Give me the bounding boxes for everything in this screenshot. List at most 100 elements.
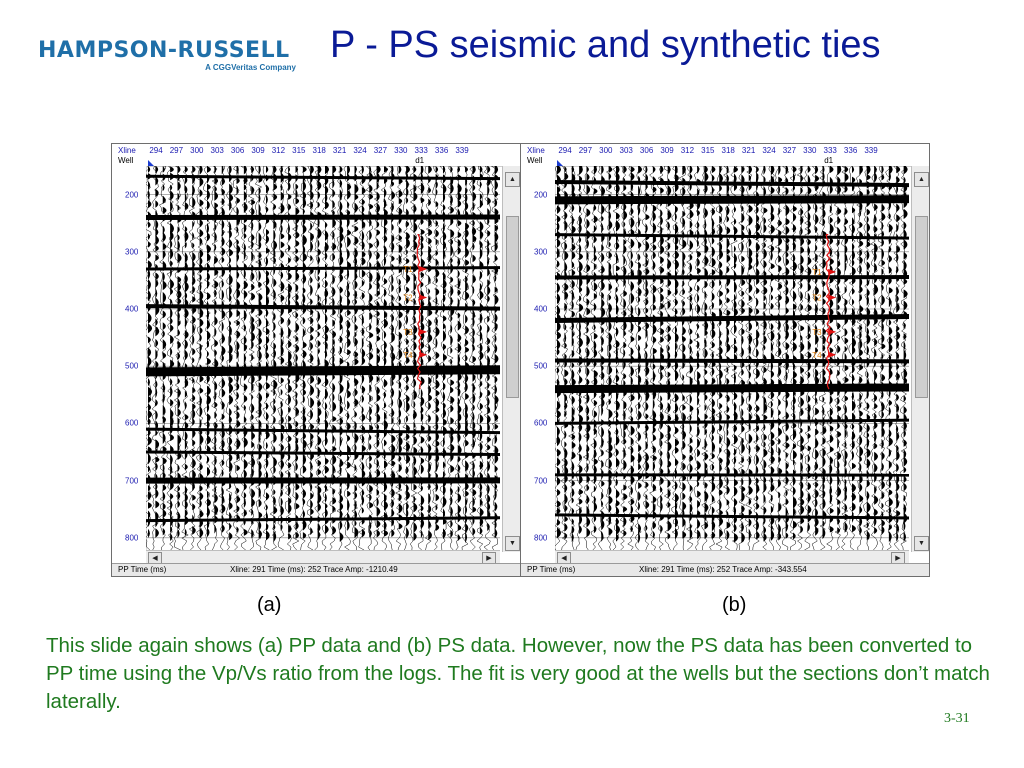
- trace-peak: [251, 251, 254, 262]
- trace-peak: [667, 488, 671, 499]
- trace-peak: [881, 238, 884, 247]
- trace-peak: [682, 280, 685, 287]
- trace-peak: [557, 339, 561, 351]
- trace-peak: [391, 460, 396, 467]
- trace-peak: [317, 339, 321, 348]
- trace-peak: [487, 483, 490, 495]
- trace-peak: [302, 327, 306, 338]
- trace-peak: [623, 277, 626, 287]
- trace-peak: [785, 295, 790, 305]
- trace-peak: [866, 222, 871, 233]
- trace-peak: [866, 521, 869, 529]
- scroll-right-icon[interactable]: ▶: [891, 552, 905, 565]
- trace-peak: [207, 339, 210, 348]
- trace-peak: [593, 281, 598, 292]
- trace-peak: [420, 228, 425, 236]
- trace-peak: [148, 312, 152, 325]
- trace-peak: [564, 332, 567, 344]
- trace-peak: [770, 329, 775, 342]
- trace-peak: [266, 308, 269, 318]
- trace-peak: [413, 314, 416, 325]
- trace-peak: [638, 431, 642, 442]
- trace-peak: [748, 444, 751, 455]
- trace-peak: [384, 481, 388, 493]
- trace-peak: [881, 389, 884, 400]
- trace-peak: [148, 289, 151, 302]
- trace-peak: [734, 447, 737, 456]
- trace-peak: [376, 353, 381, 365]
- trace-peak: [221, 494, 225, 505]
- trace-peak: [741, 264, 745, 276]
- xline-tick-label: 309: [251, 146, 265, 155]
- trace-peak: [177, 234, 180, 242]
- trace-peak: [711, 237, 715, 245]
- trace-peak: [494, 375, 498, 384]
- trace-peak: [361, 251, 366, 258]
- trace-peak: [295, 502, 300, 510]
- trace-peak: [273, 495, 276, 507]
- trace-peak: [564, 282, 569, 292]
- trace-peak: [229, 382, 234, 394]
- trace-peak: [465, 481, 469, 491]
- trace-peak: [726, 226, 731, 235]
- trace-peak: [734, 478, 738, 487]
- vertical-scrollbar[interactable]: ▲ ▼: [502, 166, 520, 552]
- trace-peak: [785, 251, 789, 259]
- trace-peak: [579, 443, 582, 453]
- trace-peak: [398, 189, 403, 198]
- trace-peak: [148, 189, 150, 200]
- trace-peak: [896, 245, 901, 254]
- trace-peak: [638, 523, 642, 534]
- trace-peak: [192, 268, 195, 279]
- trace-peak: [258, 349, 262, 362]
- trace-peak: [420, 240, 424, 252]
- trace-peak: [697, 209, 700, 217]
- trace-peak: [398, 254, 402, 265]
- trace-peak: [465, 237, 469, 249]
- trace-peak: [623, 254, 626, 266]
- trace-peak: [376, 166, 381, 175]
- scroll-thumb[interactable]: [506, 216, 519, 398]
- trace-peak: [616, 252, 619, 265]
- trace-peak: [689, 301, 693, 313]
- trace-peak: [192, 276, 196, 286]
- trace-peak: [406, 453, 411, 465]
- trace-peak: [630, 437, 634, 446]
- trace-peak: [571, 235, 574, 245]
- scroll-up-icon[interactable]: ▲: [914, 172, 929, 187]
- trace-peak: [251, 185, 255, 195]
- trace-peak: [682, 482, 686, 492]
- horizontal-scrollbar[interactable]: ◀ ▶: [555, 550, 909, 565]
- trace-peak: [711, 407, 716, 416]
- trace-peak: [413, 400, 416, 409]
- trace-peak: [778, 438, 781, 445]
- trace-peak: [184, 291, 188, 301]
- trace-peak: [295, 397, 298, 407]
- vertical-scrollbar[interactable]: ▲ ▼: [911, 166, 929, 552]
- trace-peak: [630, 376, 633, 386]
- trace-peak: [310, 409, 314, 421]
- scroll-up-icon[interactable]: ▲: [505, 172, 520, 187]
- trace-peak: [593, 458, 598, 466]
- trace-peak: [608, 172, 612, 180]
- trace-peak: [192, 251, 196, 262]
- trace-peak: [184, 499, 188, 510]
- trace-peak: [778, 531, 782, 541]
- scroll-down-icon[interactable]: ▼: [505, 536, 520, 551]
- scroll-thumb[interactable]: [915, 216, 928, 398]
- trace-peak: [881, 373, 886, 382]
- trace-peak: [170, 307, 173, 320]
- horizontal-scrollbar[interactable]: ◀ ▶: [146, 550, 500, 565]
- trace-peak: [317, 492, 322, 505]
- trace-peak: [398, 389, 402, 400]
- scroll-down-icon[interactable]: ▼: [914, 536, 929, 551]
- trace-peak: [192, 417, 195, 426]
- trace-peak: [704, 301, 708, 312]
- trace-peak: [398, 435, 403, 448]
- trace-peak: [361, 394, 365, 403]
- trace-peak: [148, 200, 152, 209]
- trace-peak: [391, 434, 396, 444]
- trace-peak: [770, 212, 775, 223]
